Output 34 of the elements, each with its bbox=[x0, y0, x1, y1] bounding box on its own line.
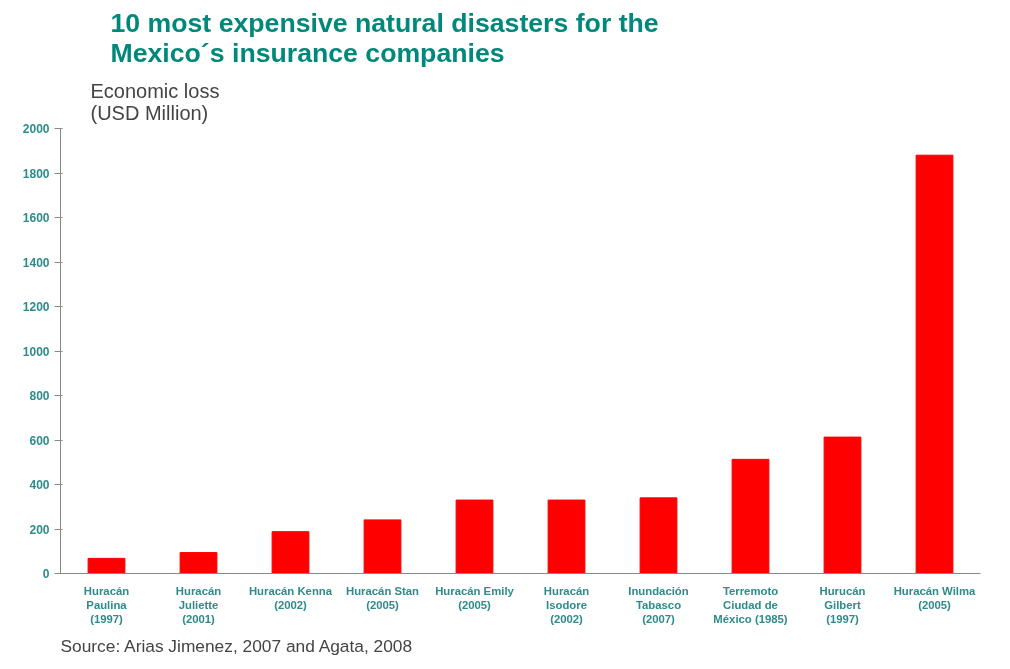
source-note: Source: Arias Jimenez, 2007 and Agata, 2008 bbox=[60, 635, 413, 656]
bar bbox=[731, 458, 770, 574]
x-tick-label: Hurucán Gilbert (1997) bbox=[819, 584, 866, 626]
bar bbox=[455, 499, 494, 574]
y-axis-title: Economic loss (USD Million) bbox=[90, 79, 220, 124]
x-tick-label: Huracán Stan (2005) bbox=[345, 584, 420, 611]
bar bbox=[87, 557, 126, 574]
y-tick-label: 1400 bbox=[22, 255, 50, 270]
x-tick-label: Inundación Tabasco (2007) bbox=[628, 584, 689, 626]
x-tick-label: Huracán Juliette (2001) bbox=[175, 584, 222, 626]
y-tick-label: 1800 bbox=[22, 166, 50, 181]
x-tick-label: Huracán Wilma (2005) bbox=[893, 584, 977, 611]
bar bbox=[363, 519, 402, 574]
bar bbox=[915, 154, 954, 574]
x-tick-label: Huracán Emily (2005) bbox=[435, 584, 515, 611]
bar bbox=[823, 436, 862, 574]
chart-title: 10 most expensive natural disasters for the Mexico´s insurance companies bbox=[110, 7, 659, 68]
y-tick-label: 800 bbox=[29, 389, 50, 403]
x-tick-label: Huracán Paulina (1997) bbox=[83, 584, 130, 626]
bar bbox=[179, 552, 218, 574]
y-tick-label: 600 bbox=[29, 433, 50, 448]
y-tick-label: 2000 bbox=[22, 122, 50, 136]
y-tick-label: 1200 bbox=[22, 300, 50, 314]
x-tick-label: Huracán Isodore (2002) bbox=[543, 584, 590, 626]
bar bbox=[547, 499, 586, 574]
y-tick-label: 1600 bbox=[22, 211, 50, 225]
y-tick-label: 1000 bbox=[22, 344, 50, 359]
x-tick-label: Terremoto Ciudad de México (1985) bbox=[713, 584, 788, 626]
x-tick-label: Huracán Kenna (2002) bbox=[248, 584, 333, 611]
y-tick-label: 0 bbox=[42, 567, 50, 581]
bar bbox=[271, 531, 310, 574]
y-tick-label: 200 bbox=[29, 522, 50, 537]
bar bbox=[639, 497, 678, 574]
y-tick-label: 400 bbox=[29, 478, 50, 492]
